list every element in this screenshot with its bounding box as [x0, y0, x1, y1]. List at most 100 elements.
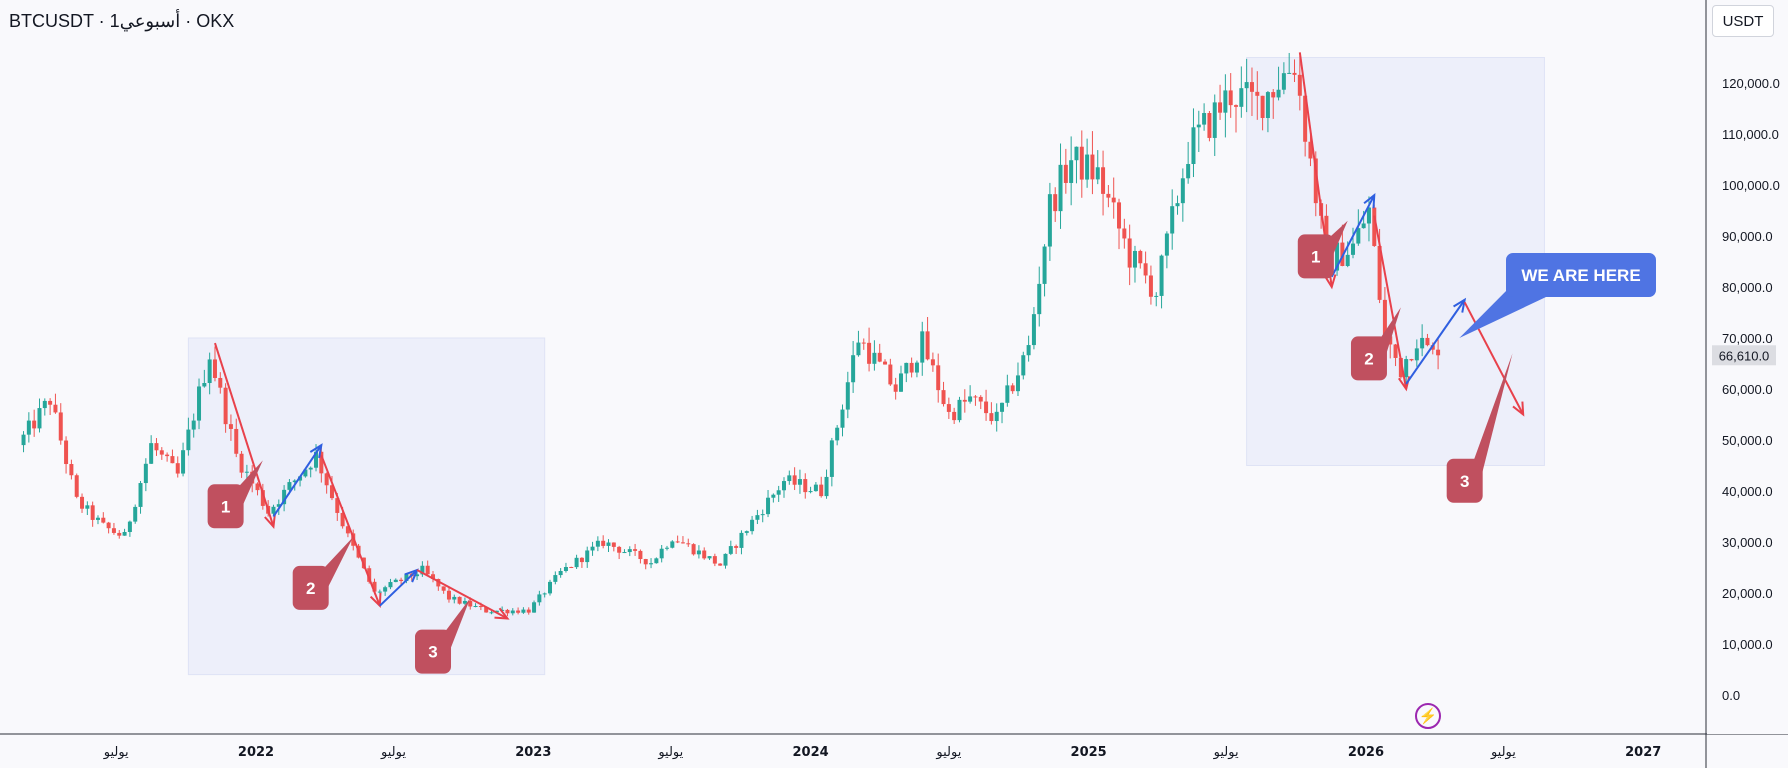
candle-up [1356, 228, 1361, 244]
candle-up [494, 610, 499, 613]
candle-down [218, 377, 223, 388]
candle-down [64, 440, 69, 465]
candle-down [239, 453, 244, 473]
candle-down [1234, 105, 1239, 107]
candle-up [1281, 73, 1286, 90]
badge-3-p2: 3 [1446, 353, 1513, 503]
candle-up [1069, 160, 1074, 183]
candle-up [872, 352, 877, 364]
candle-down [702, 550, 707, 559]
badge-box [1297, 234, 1334, 279]
candle-down [1138, 250, 1143, 264]
blue-arrow-2-p2 [1405, 297, 1467, 385]
candle-up [149, 443, 154, 464]
candle-down [484, 607, 489, 613]
candle-up [851, 355, 856, 383]
red-arrow-3-p1 [416, 569, 510, 620]
current-price-label: 66,610.0 [1719, 348, 1770, 363]
candle-up [585, 550, 590, 563]
y-tick-label: 40,000.0 [1722, 484, 1773, 499]
candle-down [1398, 357, 1403, 378]
candle-down [1372, 207, 1377, 246]
blue-arrow-1-p1-line [272, 444, 323, 518]
candle-up [1159, 255, 1164, 296]
x-tick-label: 2027 [1625, 745, 1661, 760]
candle-up [143, 463, 148, 484]
candle-up [1037, 283, 1042, 315]
symbol-title: BTCUSDT · 1أسبوعي · OKX [9, 11, 235, 31]
candle-up [1085, 154, 1090, 180]
candle-down [1382, 299, 1387, 337]
candle-down [936, 365, 941, 391]
candle-up [994, 411, 999, 422]
candle-down [712, 556, 717, 564]
flash-icon[interactable]: ⚡ [1415, 703, 1441, 729]
candle-up [1175, 203, 1180, 207]
candle-up [622, 552, 627, 554]
candle-up [393, 579, 398, 583]
y-tick-label: 0.0 [1722, 688, 1740, 703]
candle-up [1414, 348, 1419, 361]
blue-arrow-1-p1-head [309, 443, 323, 459]
candle-down [1122, 228, 1127, 239]
candle-up [781, 481, 786, 491]
badge-number: 1 [1311, 247, 1320, 266]
x-tick-label: 2023 [515, 745, 551, 760]
candle-down [32, 420, 37, 429]
candle-up [776, 490, 781, 495]
candle-up [1132, 250, 1137, 268]
badge-box [1350, 336, 1387, 381]
candle-up [489, 612, 494, 614]
candle-down [260, 490, 265, 506]
candle-down [686, 543, 691, 545]
candle-down [106, 522, 111, 529]
red-arrow-1-p1 [214, 342, 276, 530]
badge-3-p1: 3 [415, 598, 471, 674]
candle-up [42, 400, 47, 409]
candle-down [53, 404, 58, 413]
candle-up [95, 517, 100, 520]
candle-up [898, 373, 903, 392]
red-arrow-3-p2-head [1512, 401, 1525, 417]
candle-up [1287, 72, 1292, 74]
candle-up [728, 546, 733, 554]
candle-up [627, 549, 632, 553]
y-tick-label: 30,000.0 [1722, 535, 1773, 550]
blue-arrow-2-p2-line [1405, 299, 1466, 385]
candle-down [223, 387, 228, 425]
candle-down [1148, 275, 1153, 297]
x-tick-label: يوليو [380, 745, 406, 760]
candle-up [1021, 355, 1026, 376]
candle-down [58, 412, 63, 441]
red-arrow-3-p2 [1463, 301, 1525, 417]
candle-down [457, 596, 462, 604]
candle-up [537, 594, 542, 603]
candle-down [255, 483, 260, 491]
candle-up [1223, 90, 1228, 113]
candle-up [510, 610, 515, 614]
x-tick-label: 2025 [1071, 745, 1107, 760]
candle-up [191, 420, 196, 430]
candle-up [808, 491, 813, 493]
candle-up [845, 382, 850, 410]
red-arrow-1-p1-line [214, 342, 275, 528]
y-tick-label: 90,000.0 [1722, 229, 1773, 244]
candle-down [446, 590, 451, 600]
badge-number: 3 [1460, 472, 1469, 491]
candle-down [579, 557, 584, 563]
blue-arrow-2-p1-line [379, 569, 418, 607]
candle-down [1111, 197, 1116, 203]
blue-arrow-2-p2-head [1453, 297, 1467, 313]
candle-down [680, 542, 685, 544]
currency-unit-button[interactable]: USDT [1712, 5, 1774, 37]
candle-up [1095, 167, 1100, 180]
candle-down [441, 586, 446, 591]
candle-up [1212, 102, 1217, 138]
candle-up [1191, 127, 1196, 165]
candle-down [335, 498, 340, 513]
candle-down [1425, 337, 1430, 346]
candle-down [431, 574, 436, 580]
candle-up [787, 475, 792, 482]
